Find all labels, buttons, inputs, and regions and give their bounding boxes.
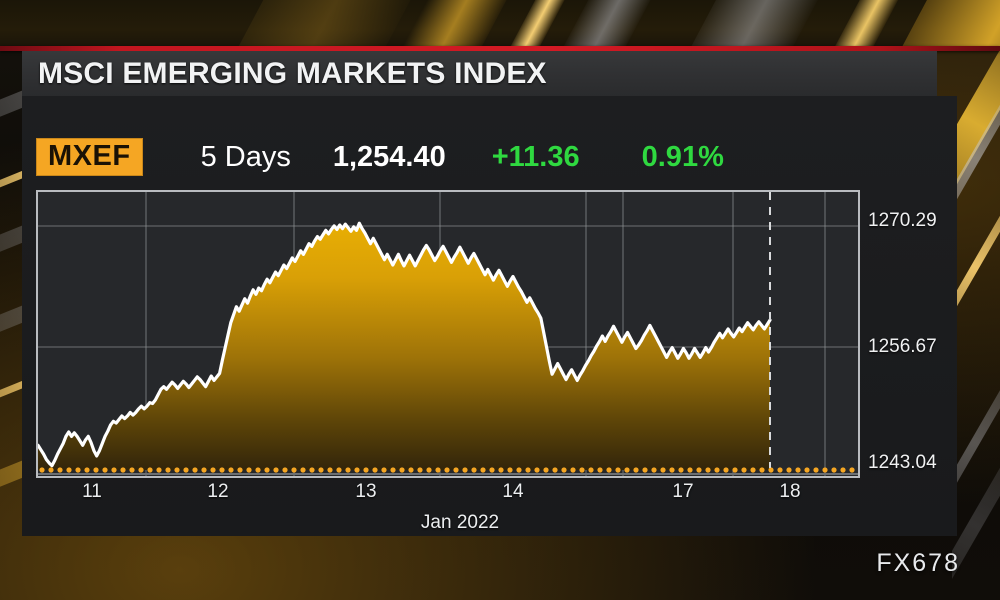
last-price: 1,254.40 (332, 140, 446, 173)
range-selector-label[interactable]: 5 Days (200, 140, 291, 173)
x-axis-tick-2: 13 (355, 481, 377, 502)
y-axis-tick-2: 1243.04 (868, 452, 937, 473)
y-axis-tick-1: 1256.67 (868, 336, 937, 357)
chart-price-line (38, 221, 772, 468)
x-axis-tick-4: 17 (672, 481, 694, 502)
x-axis-tick-0: 11 (82, 481, 102, 502)
price-change-percent: 0.91% (641, 140, 724, 173)
y-axis-labels: 1270.29 1256.67 1243.04 (868, 190, 988, 478)
x-axis-tick-5: 18 (779, 481, 801, 502)
chart-area-fill (38, 223, 770, 470)
price-change: +11.36 (491, 140, 580, 173)
x-axis-tick-3: 14 (502, 481, 524, 502)
quote-header-row: MXEF 5 Days 1,254.40 +11.36 0.91% (36, 133, 866, 181)
ticker-badge[interactable]: MXEF (36, 137, 143, 177)
x-axis-labels: 11 12 13 14 17 18 (36, 481, 860, 507)
x-axis-title: Jan 2022 (420, 512, 500, 533)
chart-baseline-dots (38, 467, 858, 475)
y-axis-tick-0: 1270.29 (868, 210, 937, 231)
accent-red-divider (0, 46, 1000, 51)
chart-svg (38, 192, 858, 476)
watermark-label: FX678 (876, 549, 960, 577)
title-bar: MSCI EMERGING MARKETS INDEX (22, 51, 937, 96)
x-axis-tick-1: 12 (207, 481, 229, 502)
page-title: MSCI EMERGING MARKETS INDEX (38, 56, 547, 90)
top-banner-art (0, 0, 1000, 50)
price-chart[interactable] (36, 190, 860, 478)
